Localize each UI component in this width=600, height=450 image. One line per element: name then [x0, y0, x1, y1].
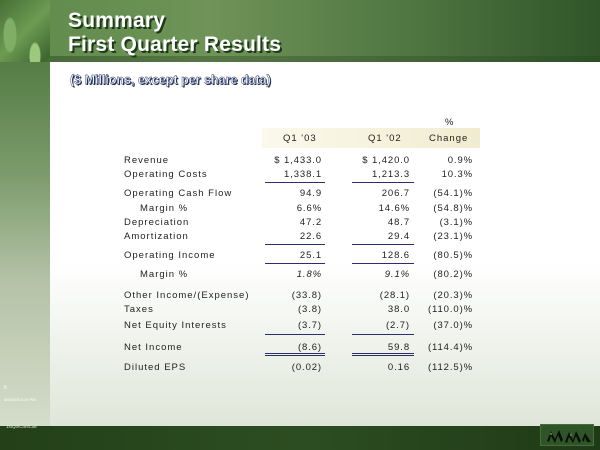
subtitle-text: ($ Millions, except per share data) — [70, 73, 271, 87]
underline-rule — [265, 182, 325, 183]
footer-band — [0, 426, 600, 450]
double-underline-rule — [352, 353, 414, 356]
cell-change: 0.9% — [447, 155, 473, 166]
underline-rule — [265, 244, 325, 245]
row-label: Diluted EPS — [124, 362, 187, 373]
cell-q1-02: $ 1,420.0 — [362, 155, 410, 166]
cell-q1-02: (28.1) — [379, 290, 410, 301]
cell-q1-02: 14.6% — [378, 203, 410, 214]
row-label: Margin % — [140, 269, 189, 280]
row-label: Operating Income — [124, 250, 216, 261]
cell-q1-03: (3.8) — [297, 304, 322, 315]
content-panel — [50, 62, 600, 426]
cell-change: (80.5)% — [433, 250, 473, 261]
cell-q1-03: (8.6) — [297, 342, 322, 353]
underline-rule — [352, 263, 414, 264]
cell-q1-03: (3.7) — [297, 320, 322, 331]
header-band — [0, 0, 600, 62]
cell-q1-03: 47.2 — [299, 217, 322, 228]
slide-number: 6 — [4, 385, 7, 391]
column-header-bar — [262, 128, 480, 148]
row-label: Net Equity Interests — [124, 320, 227, 331]
underline-rule — [265, 334, 325, 335]
cell-q1-02: 206.7 — [381, 188, 410, 199]
cell-q1-03: 22.6 — [299, 231, 322, 242]
cell-q1-02: (2.7) — [385, 320, 410, 331]
cell-q1-02: 1,213.3 — [372, 169, 410, 180]
cell-q1-02: 48.7 — [387, 217, 410, 228]
cell-q1-02: 128.6 — [381, 250, 410, 261]
cell-change: (37.0)% — [433, 320, 473, 331]
cell-change: (3.1)% — [439, 217, 473, 228]
footer-code: 1stQtrlConfCall — [6, 424, 37, 429]
cell-q1-03: 25.1 — [299, 250, 322, 261]
column-header-q1-02: Q1 '02 — [368, 133, 402, 144]
slide-subtitle: ($ Millions, except per share data) — [70, 73, 271, 87]
cell-q1-02: 0.16 — [387, 362, 410, 373]
cell-q1-03: $ 1,433.0 — [274, 155, 322, 166]
row-label: Net Income — [124, 342, 183, 353]
cell-change: (20.3)% — [433, 290, 473, 301]
cell-change: (54.8)% — [433, 203, 473, 214]
left-sidebar-strip — [0, 62, 50, 426]
row-label: Depreciation — [124, 217, 190, 228]
underline-rule — [352, 334, 414, 335]
cell-q1-03: 1.8% — [296, 269, 322, 280]
cell-change: (80.2)% — [433, 269, 473, 280]
row-label: Other Income/(Expense) — [124, 290, 250, 301]
column-header-change: Change — [429, 133, 469, 144]
row-label: Amortization — [124, 231, 189, 242]
cell-change: (114.4)% — [427, 342, 473, 353]
cell-q1-03: (33.8) — [291, 290, 322, 301]
row-label: Taxes — [124, 304, 154, 315]
row-label: Revenue — [124, 155, 170, 166]
row-label: Margin % — [140, 203, 189, 214]
slide-title-line2: First Quarter Results — [68, 33, 282, 56]
cell-q1-03: (0.02) — [291, 362, 322, 373]
cell-change: (112.5)% — [427, 362, 473, 373]
row-label: Operating Costs — [124, 169, 208, 180]
underline-rule — [352, 244, 414, 245]
column-header-q1-03: Q1 '03 — [283, 133, 317, 144]
cell-q1-02: 9.1% — [384, 269, 410, 280]
underline-rule — [352, 182, 414, 183]
slide-timestamp: 5/6/2003 3:15 PM — [4, 397, 36, 402]
cell-change: (23.1)% — [433, 231, 473, 242]
cell-q1-03: 1,338.1 — [284, 169, 322, 180]
cell-q1-02: 59.8 — [387, 342, 410, 353]
underline-rule — [265, 263, 325, 264]
company-logo-icon — [540, 424, 594, 446]
cell-q1-03: 6.6% — [296, 203, 322, 214]
slide-title: Summary — [68, 9, 166, 32]
cell-change: (54.1)% — [433, 188, 473, 199]
row-label: Operating Cash Flow — [124, 188, 233, 199]
cell-change: 10.3% — [441, 169, 473, 180]
cell-q1-03: 94.9 — [299, 188, 322, 199]
cell-q1-02: 29.4 — [387, 231, 410, 242]
column-header-change-pct: % — [445, 117, 455, 128]
cell-q1-02: 38.0 — [387, 304, 410, 315]
cell-change: (110.0)% — [427, 304, 473, 315]
double-underline-rule — [265, 353, 325, 356]
